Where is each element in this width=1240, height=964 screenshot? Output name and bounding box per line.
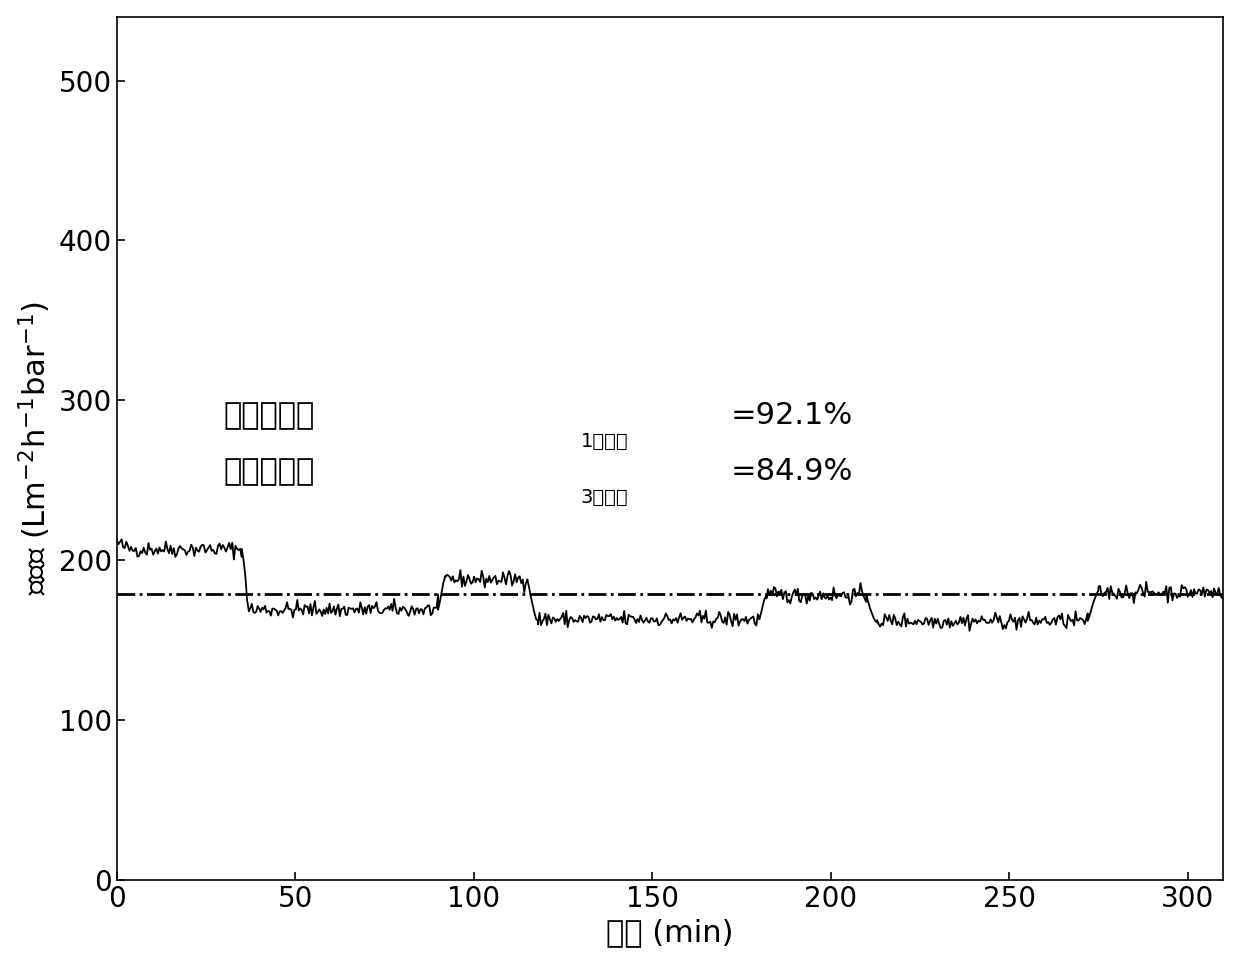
- Text: =92.1%: =92.1%: [730, 401, 853, 430]
- Text: =84.9%: =84.9%: [730, 457, 853, 486]
- Text: 1次循环: 1次循环: [580, 432, 629, 451]
- X-axis label: 时间 (min): 时间 (min): [606, 919, 734, 948]
- Text: 3次循环: 3次循环: [580, 488, 629, 507]
- Text: 通量恢复率: 通量恢复率: [224, 401, 315, 430]
- Text: 通量恢复率: 通量恢复率: [224, 457, 315, 486]
- Y-axis label: 比通量 ($\mathregular{Lm^{-2}h^{-1}bar^{-1}}$): 比通量 ($\mathregular{Lm^{-2}h^{-1}bar^{-1}…: [16, 302, 53, 595]
